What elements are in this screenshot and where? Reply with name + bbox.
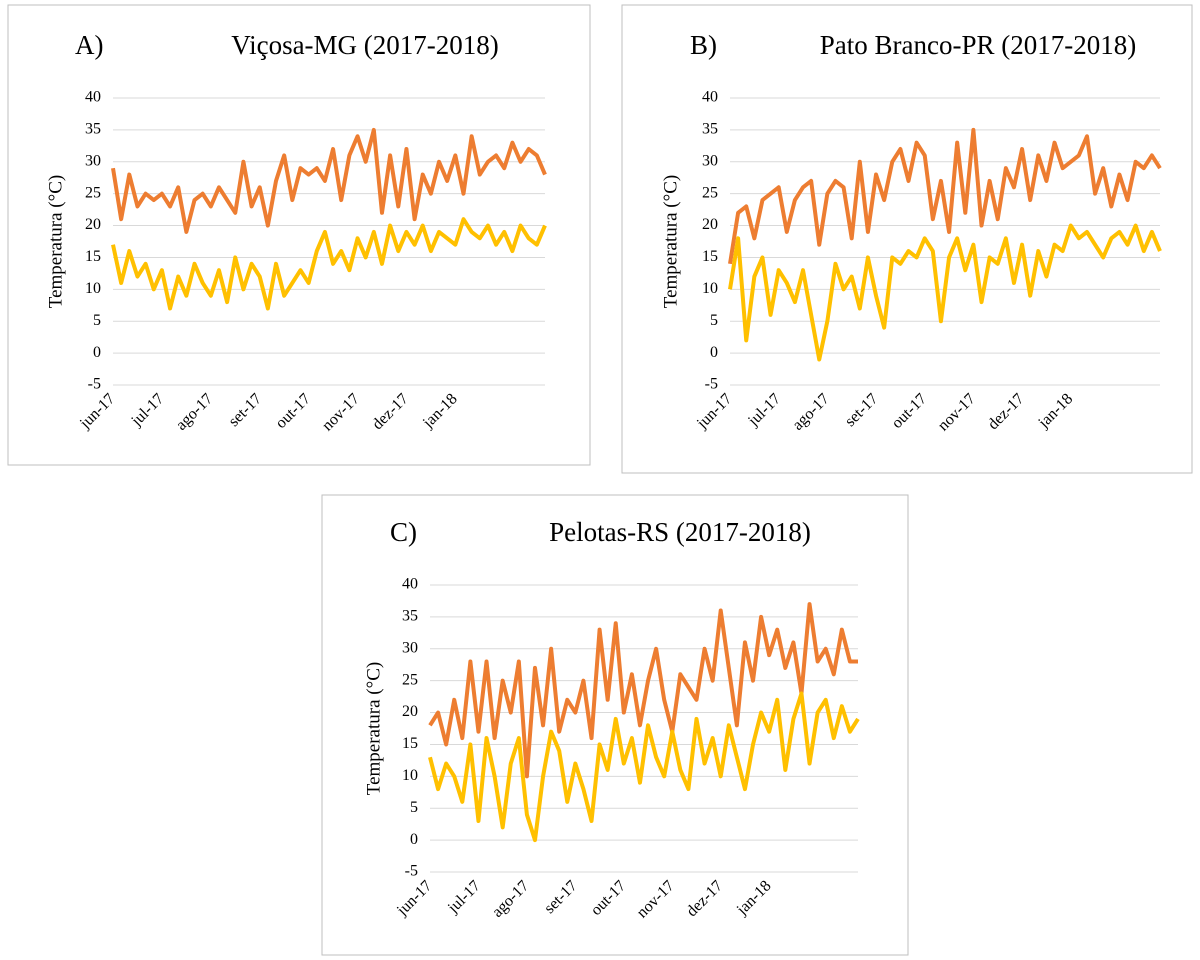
- y-tick-label: -5: [405, 863, 418, 880]
- y-tick-label: 30: [402, 639, 418, 656]
- data-line: [111, 217, 547, 311]
- y-tick-label: -5: [705, 376, 718, 393]
- data-line: [428, 602, 858, 779]
- y-tick-label: 5: [93, 312, 101, 329]
- x-tick-label: out-17: [588, 877, 630, 919]
- chart-border: [321, 494, 909, 956]
- y-tick-label: 20: [85, 216, 101, 233]
- y-tick-label: 25: [402, 671, 418, 688]
- x-tick-label: nov-17: [935, 390, 979, 434]
- x-tick-label: nov-17: [634, 877, 678, 921]
- y-tick-label: 10: [85, 280, 101, 297]
- y-tick-label: 40: [402, 576, 418, 593]
- x-tick-label: dez-17: [985, 390, 1028, 433]
- x-tick-label: jun-17: [393, 877, 435, 919]
- x-tick-label: out-17: [889, 390, 931, 432]
- y-tick-label: 20: [402, 703, 418, 720]
- y-tick-label: 15: [402, 735, 418, 752]
- y-tick-label: 25: [702, 184, 718, 201]
- y-tick-label: 35: [702, 121, 718, 138]
- x-tick-label: ago-17: [489, 877, 532, 920]
- data-line: [428, 691, 860, 843]
- x-tick-label: set-17: [541, 877, 581, 917]
- data-line: [728, 223, 1162, 362]
- x-tick-label: jul-17: [444, 877, 484, 917]
- x-tick-label: nov-17: [319, 390, 363, 434]
- y-tick-label: 20: [702, 216, 718, 233]
- x-tick-label: jan-18: [1035, 390, 1077, 432]
- data-line: [728, 127, 1162, 265]
- x-tick-label: ago-17: [789, 390, 832, 433]
- y-tick-label: 25: [85, 184, 101, 201]
- y-axis-label: Temperatura (°C): [660, 175, 681, 308]
- x-tick-label: jul-17: [128, 390, 168, 430]
- y-tick-label: 10: [402, 767, 418, 784]
- chart-title: Pelotas-RS (2017-2018): [549, 517, 811, 547]
- y-tick-label: 40: [702, 89, 718, 106]
- y-tick-label: 10: [702, 280, 718, 297]
- y-tick-label: 35: [402, 608, 418, 625]
- panel-label: A): [75, 30, 104, 60]
- y-tick-label: 5: [710, 312, 718, 329]
- panel-label: B): [690, 30, 717, 60]
- y-tick-label: 15: [85, 248, 101, 265]
- chart-border: [621, 4, 1193, 474]
- y-tick-label: 30: [702, 152, 718, 169]
- x-tick-label: jun-17: [693, 390, 735, 432]
- panel-label: C): [390, 517, 417, 547]
- x-tick-label: set-17: [225, 390, 265, 430]
- data-line: [111, 127, 547, 234]
- x-tick-label: dez-17: [369, 390, 412, 433]
- y-axis-label: Temperatura (°C): [363, 662, 384, 795]
- y-tick-label: 0: [93, 344, 101, 361]
- y-tick-label: 0: [710, 344, 718, 361]
- chart-title: Pato Branco-PR (2017-2018): [820, 30, 1136, 60]
- y-tick-label: 15: [702, 248, 718, 265]
- x-tick-label: jan-18: [733, 877, 775, 919]
- x-tick-label: jun-17: [76, 390, 118, 432]
- y-tick-label: 5: [410, 799, 418, 816]
- x-tick-label: jul-17: [744, 390, 784, 430]
- chart-border: [7, 4, 591, 466]
- y-tick-label: 35: [85, 121, 101, 138]
- y-tick-label: -5: [88, 376, 101, 393]
- x-tick-label: ago-17: [173, 390, 216, 433]
- chart-title: Viçosa-MG (2017-2018): [231, 30, 499, 60]
- y-tick-label: 0: [410, 831, 418, 848]
- x-tick-label: out-17: [272, 390, 314, 432]
- y-tick-label: 30: [85, 152, 101, 169]
- x-tick-label: jan-18: [419, 390, 461, 432]
- y-axis-label: Temperatura (°C): [45, 175, 66, 308]
- y-tick-label: 40: [85, 89, 101, 106]
- x-tick-label: set-17: [842, 390, 882, 430]
- x-tick-label: dez-17: [683, 877, 726, 920]
